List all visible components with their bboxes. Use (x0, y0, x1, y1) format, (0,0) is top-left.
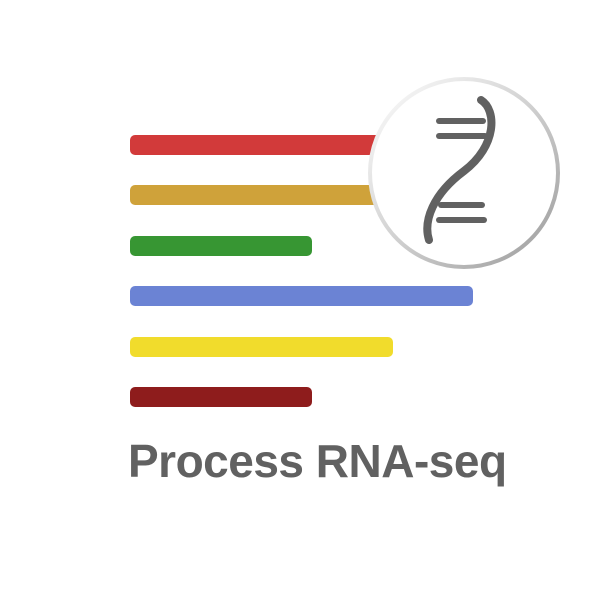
dna-badge-graphic (368, 77, 560, 269)
bar-red (130, 135, 430, 155)
page-title: Process RNA-seq (128, 435, 507, 487)
bar-blue (130, 286, 473, 306)
bar-dark-red (130, 387, 312, 407)
dna-icon (423, 96, 496, 244)
badge-ring (368, 77, 560, 269)
bar-gold (130, 185, 380, 205)
bar-green (130, 236, 312, 256)
dna-badge (367, 76, 561, 270)
bar-yellow (130, 337, 393, 357)
